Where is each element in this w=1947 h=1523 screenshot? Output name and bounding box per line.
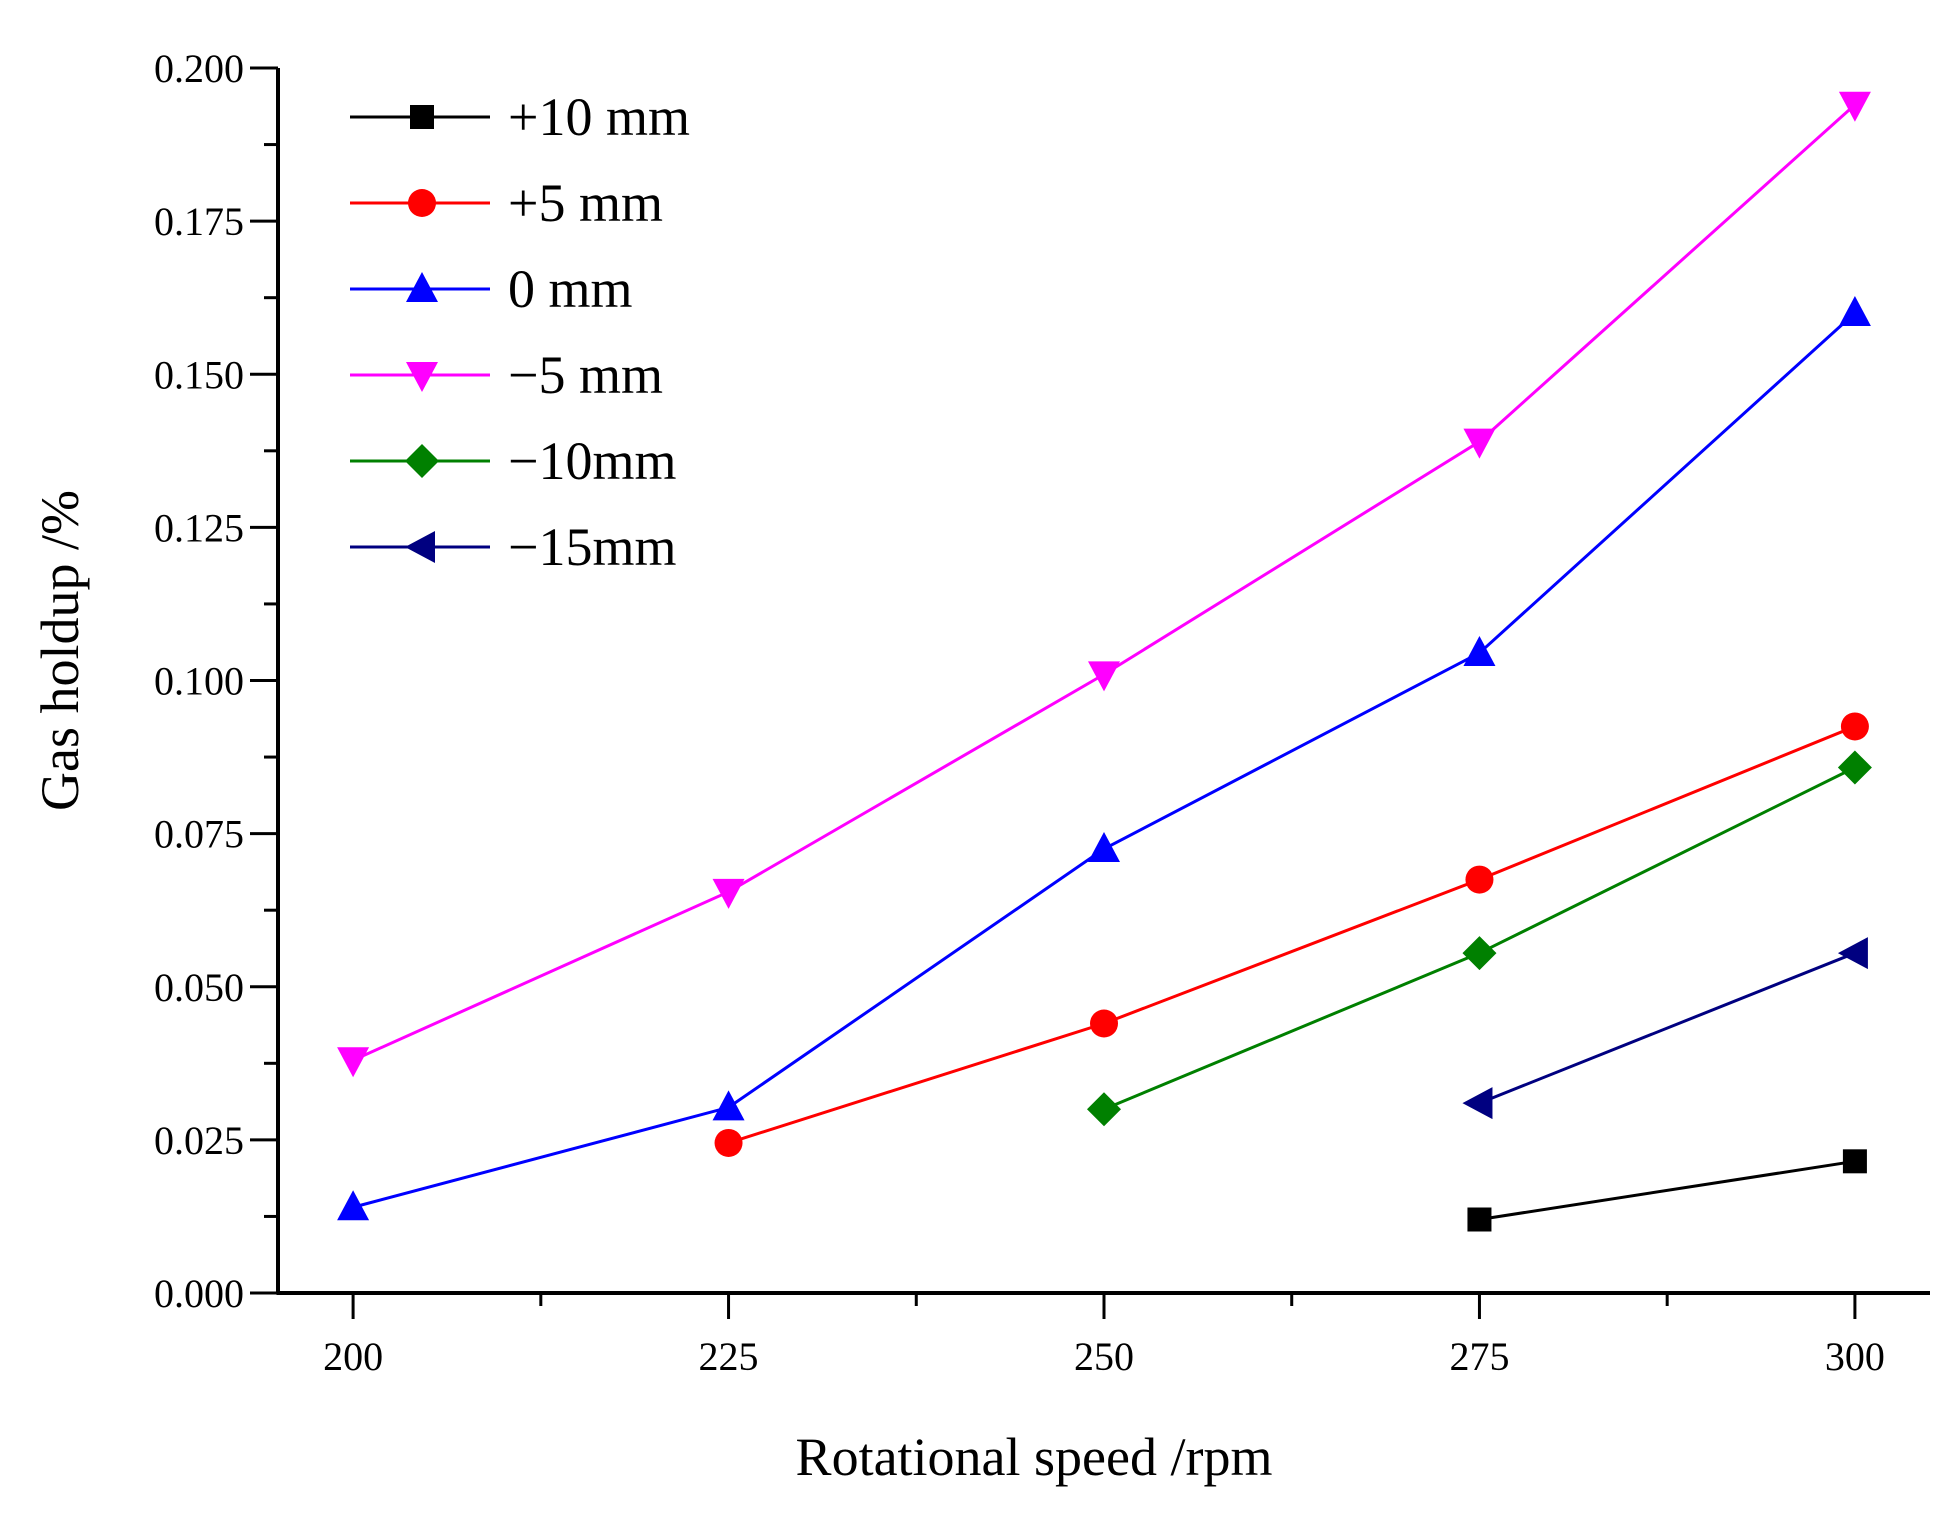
data-point-s4-0 (1087, 1092, 1121, 1127)
series-line-3 (352, 103, 1856, 1062)
data-point-s0-0 (1467, 1207, 1492, 1232)
x-tick-label: 300 (1825, 1334, 1885, 1379)
data-point-s5-0 (1462, 1087, 1493, 1120)
data-point-s1-1 (1090, 1009, 1118, 1038)
legend-label-1: +5 mm (508, 173, 663, 233)
data-point-s2-3 (1463, 635, 1496, 666)
data-point-s3-4 (1838, 91, 1871, 122)
legend-label-0: +10 mm (508, 87, 690, 147)
series-layer (337, 91, 1872, 1232)
x-tick-label: 200 (323, 1334, 383, 1379)
y-axis-title: Gas holdup /% (30, 490, 90, 811)
data-point-s3-3 (1463, 428, 1496, 459)
legend: +10 mm +5 mm 0 mm −5 mm −10mm −15mm (350, 87, 690, 577)
data-point-s3-1 (712, 878, 745, 909)
series-line-1 (728, 725, 1856, 1145)
legend-marker-3 (406, 362, 438, 392)
legend-marker-4 (405, 444, 439, 478)
data-point-s5-1 (1837, 937, 1868, 970)
y-tick-label: 0.025 (154, 1118, 244, 1163)
x-tick-label: 250 (1074, 1334, 1134, 1379)
legend-label-4: −10mm (508, 431, 676, 491)
data-point-s1-2 (1465, 865, 1494, 894)
legend-marker-2 (406, 272, 438, 302)
series-line-0 (1479, 1159, 1856, 1221)
y-tick-label: 0.125 (154, 505, 244, 550)
data-point-s4-2 (1837, 750, 1872, 785)
data-point-s3-2 (1088, 661, 1120, 692)
legend-label-5: −15mm (508, 517, 676, 577)
y-tick-label: 0.175 (154, 199, 244, 244)
x-tick-label: 225 (699, 1334, 759, 1379)
x-tick-label: 275 (1449, 1334, 1509, 1379)
legend-label-2: 0 mm (508, 259, 633, 319)
legend-marker-0 (410, 105, 434, 129)
y-tick-label: 0.000 (154, 1271, 244, 1316)
data-point-s4-1 (1462, 936, 1497, 971)
y-tick-label: 0.075 (154, 812, 244, 857)
legend-marker-1 (408, 189, 436, 217)
y-tick-label: 0.150 (154, 352, 244, 397)
data-point-s1-3 (1840, 712, 1869, 741)
data-point-s3-0 (337, 1047, 370, 1078)
y-tick-label: 0.050 (154, 965, 244, 1010)
data-point-s2-0 (337, 1190, 370, 1221)
data-point-s2-4 (1838, 296, 1871, 326)
legend-label-3: −5 mm (508, 345, 663, 405)
data-point-s2-2 (1088, 831, 1120, 862)
y-tick-label: 0.200 (154, 46, 244, 91)
series-line-5 (1478, 951, 1856, 1105)
legend-marker-5 (405, 531, 435, 563)
x-axis-title: Rotational speed /rpm (796, 1427, 1273, 1487)
axes-layer: 0.000 0.025 0.050 0.075 0.100 0.125 0.150 0.175… (154, 46, 1930, 1379)
data-point-s2-1 (712, 1090, 745, 1121)
y-tick-label: 0.100 (154, 659, 244, 704)
data-point-s0-1 (1842, 1149, 1867, 1174)
data-point-s1-0 (714, 1128, 743, 1157)
